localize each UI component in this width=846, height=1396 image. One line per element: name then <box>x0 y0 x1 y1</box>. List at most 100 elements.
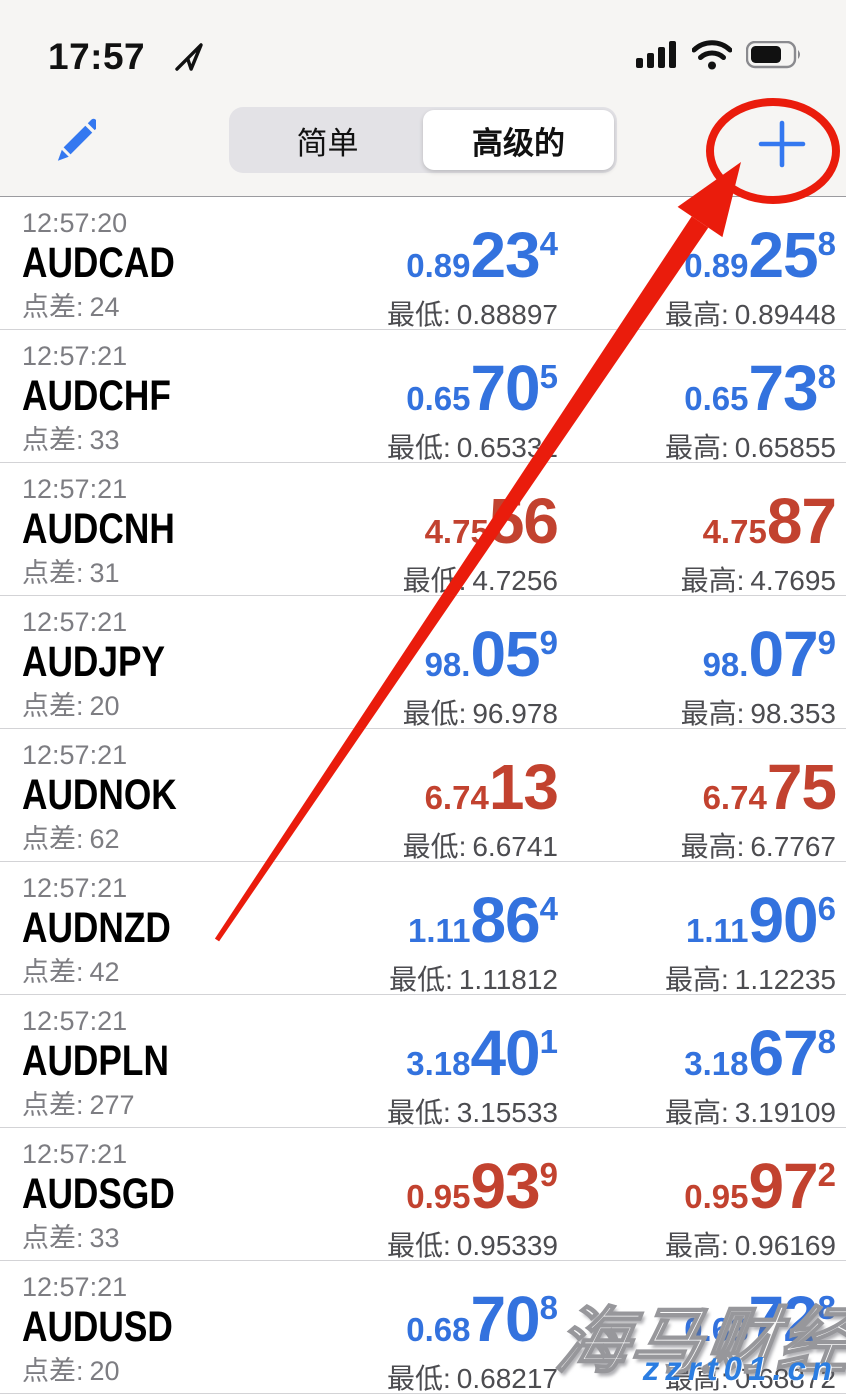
ask-cell: 0.68728 最高: 0.68872 <box>558 1267 836 1396</box>
bid-price: 1.11864 <box>271 888 558 952</box>
quote-time: 12:57:21 <box>22 873 128 903</box>
symbol-cell: 12:57:21 AUDSGD 点差: 33 <box>22 1134 271 1260</box>
quote-row[interactable]: 12:57:21 AUDCNH 点差: 31 4.7556 最低: 4.7256 4… <box>0 463 846 596</box>
ask-cell: 6.7475 最高: 6.7767 <box>558 735 837 862</box>
high-value: 0.65855 <box>734 432 836 463</box>
bid-prefix: 0.89 <box>406 247 471 284</box>
high-value: 0.68872 <box>734 1363 836 1394</box>
low-line: 最低: 4.7256 <box>271 559 558 599</box>
low-line: 最低: 0.65331 <box>271 426 558 466</box>
quote-row[interactable]: 12:57:21 AUDUSD 点差: 20 0.68708 最低: 0.68217… <box>0 1261 846 1394</box>
low-value: 96.978 <box>472 698 558 729</box>
spread-label: 点差: <box>22 1089 84 1120</box>
ask-cell: 3.18678 最高: 3.19109 <box>558 1001 836 1128</box>
spread-label: 点差: <box>22 956 84 987</box>
ask-price: 98.079 <box>558 622 836 686</box>
ask-cell: 4.7587 最高: 4.7695 <box>558 469 837 596</box>
quote-symbol: AUDCNH <box>22 505 175 554</box>
ask-price: 0.95972 <box>558 1154 836 1218</box>
low-label: 最低: <box>402 831 467 862</box>
spread-value: 33 <box>89 1222 120 1253</box>
spread-label: 点差: <box>22 291 84 322</box>
quote-spread: 点差: 20 <box>22 690 271 722</box>
bid-cell: 1.11864 最低: 1.11812 <box>271 868 558 995</box>
quote-symbol: AUDCHF <box>22 372 171 421</box>
bid-main: 70 <box>470 1283 540 1355</box>
high-value: 6.7767 <box>750 831 836 862</box>
quote-row[interactable]: 12:57:21 AUDNZD 点差: 42 1.11864 最低: 1.11812… <box>0 862 846 995</box>
bid-pip: 8 <box>539 1289 558 1326</box>
bid-pip: 9 <box>539 1156 558 1193</box>
quote-row[interactable]: 12:57:21 AUDSGD 点差: 33 0.95939 最低: 0.95339… <box>0 1128 846 1261</box>
quote-symbol: AUDPLN <box>22 1037 169 1086</box>
pencil-icon[interactable] <box>50 118 100 170</box>
bid-main: 70 <box>470 352 540 424</box>
high-label: 最高: <box>665 432 729 463</box>
quote-time: 12:57:21 <box>22 740 128 770</box>
quote-row[interactable]: 12:57:21 AUDNOK 点差: 62 6.7413 最低: 6.6741 6… <box>0 729 846 862</box>
bid-prefix: 1.11 <box>408 912 471 949</box>
spread-value: 20 <box>89 1355 120 1386</box>
tab-advanced[interactable]: 高级的 <box>423 110 614 170</box>
quote-symbol: AUDNOK <box>22 771 177 820</box>
high-value: 98.353 <box>750 698 836 729</box>
high-label: 最高: <box>680 831 745 862</box>
low-line: 最低: 1.11812 <box>271 958 558 998</box>
high-line: 最高: 0.68872 <box>558 1357 836 1396</box>
low-value: 0.88897 <box>456 299 558 330</box>
symbol-cell: 12:57:21 AUDPLN 点差: 277 <box>22 1001 271 1127</box>
bid-main: 86 <box>470 884 540 956</box>
bid-price: 6.7413 <box>271 755 559 819</box>
quote-row[interactable]: 12:57:20 AUDCAD 点差: 24 0.89234 最低: 0.88897… <box>0 197 846 330</box>
bid-cell: 0.95939 最低: 0.95339 <box>271 1134 558 1261</box>
low-line: 最低: 0.68217 <box>271 1357 558 1396</box>
ask-main: 87 <box>766 485 837 557</box>
ask-main: 67 <box>748 1017 818 1089</box>
ask-price: 6.7475 <box>558 755 837 819</box>
quote-row[interactable]: 12:57:21 AUDCHF 点差: 33 0.65705 最低: 0.65331… <box>0 330 846 463</box>
bid-prefix: 0.65 <box>406 380 471 417</box>
low-value: 0.65331 <box>456 432 558 463</box>
high-value: 0.96169 <box>734 1230 836 1261</box>
bid-cell: 3.18401 最低: 3.15533 <box>271 1001 558 1128</box>
ask-pip: 8 <box>817 1023 836 1060</box>
symbol-cell: 12:57:20 AUDCAD 点差: 24 <box>22 203 271 329</box>
bid-main: 05 <box>470 618 540 690</box>
ask-pip: 8 <box>817 1289 836 1326</box>
high-line: 最高: 3.19109 <box>558 1091 836 1131</box>
high-value: 3.19109 <box>734 1097 836 1128</box>
quote-spread: 点差: 24 <box>22 291 271 323</box>
low-value: 3.15533 <box>456 1097 558 1128</box>
tab-simple[interactable]: 简单 <box>296 125 359 161</box>
ask-prefix: 4.75 <box>702 513 767 550</box>
view-mode-segmented-control: 简单 高级的 <box>229 107 617 173</box>
ask-main: 90 <box>748 884 818 956</box>
quote-symbol: AUDJPY <box>22 638 166 687</box>
ask-main: 25 <box>748 219 818 291</box>
quote-row[interactable]: 12:57:21 AUDJPY 点差: 20 98.059 最低: 96.978 9… <box>0 596 846 729</box>
spread-value: 277 <box>89 1089 135 1120</box>
low-label: 最低: <box>387 432 451 463</box>
low-line: 最低: 0.88897 <box>271 293 558 333</box>
ask-price: 3.18678 <box>558 1021 836 1085</box>
bid-price: 0.65705 <box>271 356 558 420</box>
symbol-cell: 12:57:21 AUDJPY 点差: 20 <box>22 602 271 728</box>
plus-icon[interactable] <box>758 120 806 168</box>
bid-prefix: 4.75 <box>424 513 489 550</box>
bid-main: 93 <box>470 1150 540 1222</box>
low-value: 1.11812 <box>458 964 558 995</box>
quote-spread: 点差: 33 <box>22 424 271 456</box>
ask-main: 97 <box>748 1150 818 1222</box>
high-value: 0.89448 <box>734 299 836 330</box>
ask-price: 4.7587 <box>558 489 837 553</box>
top-chrome: 17:57 <box>0 0 846 197</box>
quote-row[interactable]: 12:57:21 AUDPLN 点差: 277 3.18401 最低: 3.1553… <box>0 995 846 1128</box>
low-line: 最低: 0.95339 <box>271 1224 558 1264</box>
high-line: 最高: 4.7695 <box>558 559 836 599</box>
spread-label: 点差: <box>22 823 84 854</box>
ask-prefix: 0.68 <box>684 1311 749 1348</box>
symbol-cell: 12:57:21 AUDUSD 点差: 20 <box>22 1267 271 1393</box>
low-line: 最低: 3.15533 <box>271 1091 558 1131</box>
bid-prefix: 0.95 <box>406 1178 471 1215</box>
